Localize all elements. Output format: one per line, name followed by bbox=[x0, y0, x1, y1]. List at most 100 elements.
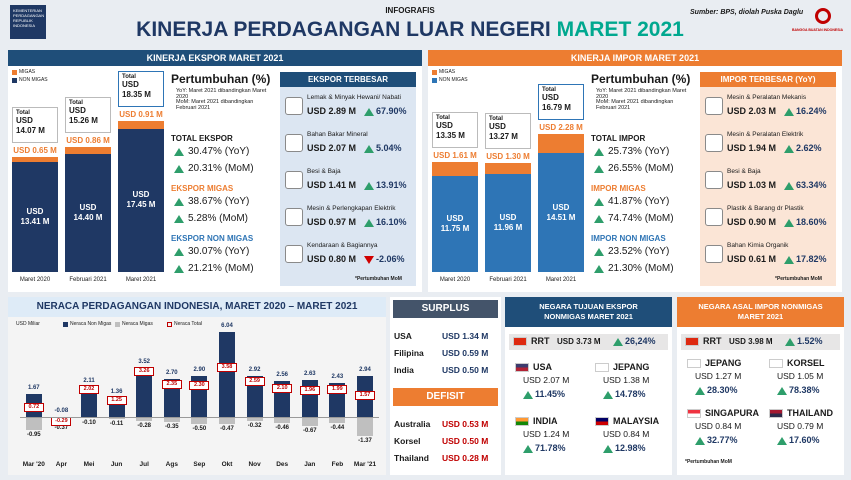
bar-label: -0.95 bbox=[26, 432, 41, 439]
product-icon bbox=[705, 134, 723, 152]
bar-migas bbox=[538, 134, 584, 153]
total-label: 1.99 bbox=[327, 385, 348, 395]
category-label: Mar '21 bbox=[353, 461, 377, 468]
footnote: *Pertumbuhan MoM bbox=[355, 276, 402, 282]
product-icon bbox=[285, 245, 303, 263]
value: USD 0.50 M bbox=[442, 365, 489, 375]
country: Korsel bbox=[394, 436, 421, 446]
country: JEPANG bbox=[613, 362, 650, 372]
legend-swatch bbox=[12, 70, 17, 75]
product-value: USD 2.03 M bbox=[727, 106, 777, 116]
bar-label: -1.37 bbox=[358, 438, 372, 445]
bar-label: 2.94 bbox=[359, 366, 371, 373]
country: USA bbox=[533, 362, 553, 372]
up-arrow bbox=[174, 198, 184, 206]
bar-label: 6.04 bbox=[221, 323, 233, 330]
total-label: 2.59 bbox=[244, 376, 265, 386]
panel-header: NERACA PERDAGANGAN INDONESIA, MARET 2020… bbox=[8, 297, 386, 317]
down-arrow bbox=[364, 256, 374, 264]
bar-label: USD 1.61 M bbox=[433, 151, 477, 161]
bar-label: USD 14.51 M bbox=[546, 202, 576, 222]
bar-label: -0.35 bbox=[164, 423, 179, 430]
up-arrow bbox=[785, 338, 795, 346]
up-arrow bbox=[174, 148, 184, 156]
bar-non-migas bbox=[12, 162, 58, 272]
legend-swatch bbox=[63, 322, 68, 327]
bar-label: USD 0.91 M bbox=[119, 110, 163, 120]
total-label: 3.58 bbox=[217, 362, 237, 372]
bar-label: -0.32 bbox=[247, 423, 262, 430]
flag bbox=[769, 409, 783, 418]
country: INDIA bbox=[533, 416, 558, 426]
up-arrow bbox=[364, 219, 374, 227]
bar-label: 2.43 bbox=[331, 373, 344, 380]
product-name: Besi & Baja bbox=[307, 168, 341, 175]
value: USD 2.07 M bbox=[523, 375, 570, 385]
up-arrow bbox=[784, 108, 794, 116]
growth-value: 41.87% (YoY) bbox=[608, 196, 670, 207]
bar-label: 2.11 bbox=[83, 378, 95, 385]
total-label: 2.35 bbox=[161, 380, 182, 390]
bar-label: -0.47 bbox=[220, 425, 234, 432]
product-name: Plastik & Barang dr Plastik bbox=[727, 205, 804, 212]
total-caption: Total bbox=[16, 109, 30, 116]
value: USD 3.73 M bbox=[557, 337, 601, 346]
top-list-header: EKSPOR TERBESAR bbox=[280, 72, 416, 87]
growth: 11.45% bbox=[535, 389, 566, 399]
product-name: Bahan Bakar Mineral bbox=[307, 131, 368, 138]
up-arrow bbox=[603, 391, 613, 399]
product-icon bbox=[285, 171, 303, 189]
up-arrow bbox=[695, 437, 705, 445]
growth: 1.52% bbox=[797, 336, 823, 346]
product-growth: 18.60% bbox=[796, 217, 827, 227]
product-value: USD 1.03 M bbox=[727, 180, 777, 190]
up-arrow bbox=[364, 108, 374, 116]
country: RRT bbox=[703, 336, 722, 346]
product-icon bbox=[705, 245, 723, 263]
product-name: Mesin & Peralatan Mekanis bbox=[727, 94, 807, 101]
bar-migas bbox=[191, 417, 208, 424]
category-label: Maret 2020 bbox=[19, 277, 51, 283]
balance-panel: NERACA PERDAGANGAN INDONESIA, MARET 2020… bbox=[8, 297, 386, 475]
flag bbox=[685, 337, 699, 346]
country: RRT bbox=[531, 336, 550, 346]
footnote: *Pertumbuhan MoM bbox=[685, 459, 732, 465]
product-growth: 16.10% bbox=[376, 217, 407, 227]
country: Thailand bbox=[394, 453, 429, 463]
bar-non-migas bbox=[485, 173, 531, 272]
growth-value: 74.74% (MoM) bbox=[608, 213, 674, 224]
growth: 32.77% bbox=[707, 435, 738, 445]
country: SINGAPURA bbox=[705, 408, 760, 418]
category-label: Maret 2021 bbox=[545, 277, 577, 283]
campaign-logo bbox=[815, 8, 831, 24]
value: USD 0.79 M bbox=[777, 421, 824, 431]
product-growth: 5.04% bbox=[376, 143, 402, 153]
total-caption: Total bbox=[489, 116, 503, 123]
total-label: 3.26 bbox=[134, 367, 155, 377]
category-label: Jan bbox=[304, 461, 316, 468]
product-icon bbox=[285, 134, 303, 152]
bar-non-migas bbox=[65, 153, 111, 272]
up-arrow bbox=[777, 387, 787, 395]
bar-label: -0.44 bbox=[330, 425, 345, 432]
legend-label: MIGAS bbox=[19, 69, 36, 75]
up-arrow bbox=[613, 338, 623, 346]
growth: 28.30% bbox=[707, 385, 738, 395]
growth-group: IMPOR MIGAS bbox=[591, 184, 646, 193]
product-name: Kendaraan & Bagiannya bbox=[307, 242, 378, 249]
up-arrow bbox=[594, 248, 604, 256]
value: USD 1.34 M bbox=[442, 331, 489, 341]
product-name: Lemak & Minyak Hewani/ Nabati bbox=[307, 94, 401, 101]
campaign: BANGGA BUATAN INDONESIA bbox=[791, 28, 844, 32]
value: USD 0.84 M bbox=[695, 421, 742, 431]
trade-panel: KINERJA EKSPOR MARET 2021 MIGAS NON MIGAS U… bbox=[8, 50, 422, 292]
legend-swatch bbox=[115, 322, 120, 327]
category-label: Okt bbox=[221, 461, 233, 468]
bar-label: 2.63 bbox=[303, 371, 316, 378]
value: USD 0.53 M bbox=[442, 419, 489, 429]
up-arrow bbox=[695, 387, 705, 395]
bar-non-migas bbox=[538, 153, 584, 272]
category-label: Jul bbox=[139, 461, 149, 468]
bar-label: -0.50 bbox=[192, 426, 207, 432]
country: India bbox=[394, 365, 414, 375]
